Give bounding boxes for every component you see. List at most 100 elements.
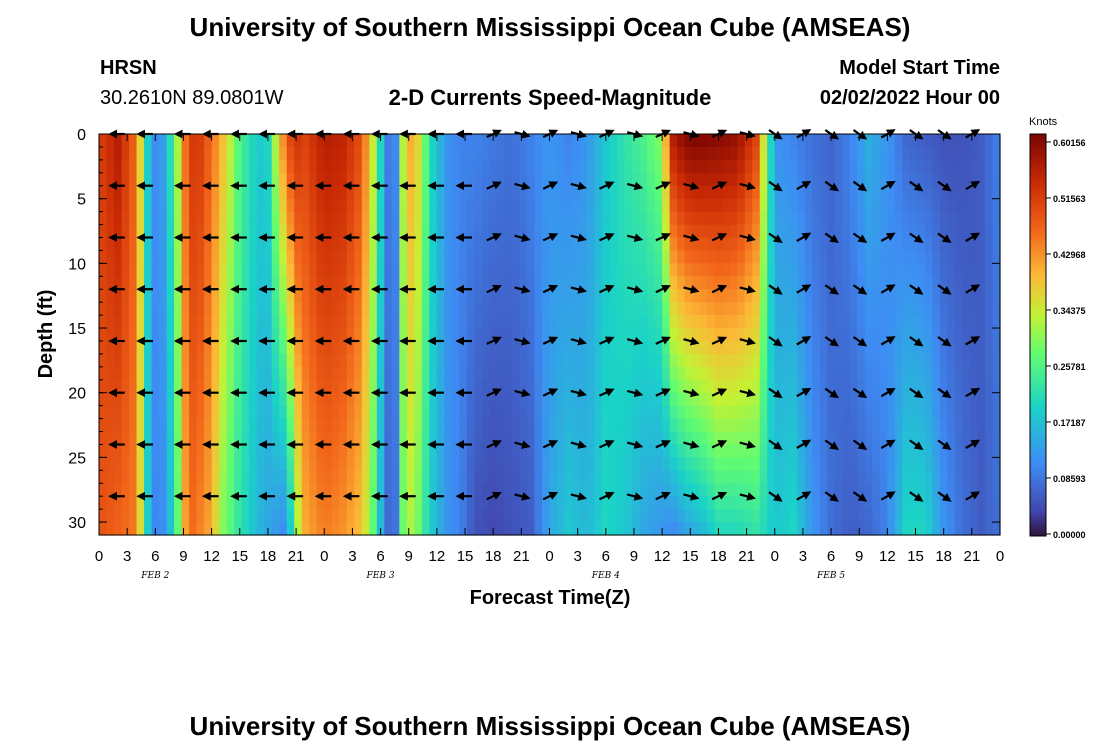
heatmap-cell: [489, 224, 498, 239]
heatmap-cell: [331, 483, 340, 497]
current-vector-arrow: [655, 233, 671, 242]
heatmap-cell: [849, 134, 858, 148]
heatmap-cell: [969, 302, 979, 316]
heatmap-cell: [624, 340, 633, 355]
heatmap-cell: [331, 224, 340, 239]
current-vector-arrow: [880, 387, 896, 398]
heatmap-cell: [924, 328, 934, 342]
heatmap-cell: [917, 366, 926, 381]
heatmap-cell: [684, 470, 693, 484]
heatmap-cell: [129, 211, 138, 226]
heatmap-cell: [196, 483, 205, 497]
heatmap-cell: [602, 185, 611, 200]
heatmap-cell: [572, 509, 581, 523]
heatmap-cell: [669, 237, 678, 252]
heatmap-cell: [504, 353, 513, 368]
heatmap-cell: [804, 185, 813, 200]
heatmap-cell: [827, 172, 836, 187]
heatmap-cell: [624, 353, 633, 368]
heatmap-cell: [729, 315, 738, 329]
heatmap-cell: [707, 392, 716, 407]
heatmap-cell: [264, 263, 273, 277]
heatmap-cell: [797, 224, 806, 239]
heatmap-cell: [774, 134, 783, 148]
heatmap-cell: [954, 405, 964, 420]
heatmap-cell: [692, 211, 701, 226]
heatmap-cell: [984, 134, 994, 148]
heatmap-cell: [549, 496, 558, 510]
heatmap-cell: [572, 276, 581, 290]
heatmap-cell: [421, 302, 430, 316]
heatmap-cell: [924, 340, 934, 355]
heatmap-cell: [594, 276, 603, 290]
heatmap-cell: [609, 522, 618, 536]
heatmap-cell: [324, 134, 333, 148]
heatmap-cell: [909, 159, 919, 174]
heatmap-cell: [707, 185, 716, 200]
heatmap-cell: [354, 289, 363, 303]
heatmap-cell: [617, 340, 626, 355]
heatmap-cell: [369, 211, 378, 226]
x-tick-label: 15: [457, 548, 474, 565]
heatmap-cell: [541, 353, 551, 368]
heatmap-cell: [722, 366, 731, 381]
current-vector-arrow: [626, 181, 644, 191]
heatmap-cell: [549, 224, 558, 239]
heatmap-cell: [496, 146, 506, 161]
heatmap-cell: [819, 185, 828, 200]
heatmap-cell: [346, 522, 355, 536]
heatmap-cell: [219, 509, 228, 523]
heatmap-cell: [226, 444, 235, 458]
heatmap-cell: [557, 250, 566, 264]
heatmap-cell: [331, 134, 340, 148]
heatmap-cell: [737, 379, 746, 394]
heatmap-cell: [557, 379, 566, 394]
heatmap-cell: [572, 185, 581, 200]
heatmap-cell: [684, 353, 693, 368]
heatmap-cell: [729, 302, 738, 316]
heatmap-cell: [361, 418, 370, 433]
heatmap-cell: [902, 172, 911, 187]
heatmap-cell: [744, 172, 753, 187]
heatmap-cell: [421, 263, 430, 277]
heatmap-cell: [534, 340, 543, 355]
heatmap-cell: [894, 405, 903, 420]
heatmap-cell: [159, 315, 168, 329]
heatmap-cell: [909, 250, 919, 264]
heatmap-cell: [714, 353, 723, 368]
heatmap-cell: [849, 496, 858, 510]
heatmap-cell: [526, 250, 536, 264]
heatmap-cell: [369, 198, 378, 213]
heatmap-cell: [939, 340, 949, 355]
heatmap-cell: [587, 379, 596, 394]
heatmap-cell: [752, 211, 761, 226]
heatmap-cell: [219, 134, 228, 148]
heatmap-cell: [444, 237, 453, 252]
heatmap-cell: [782, 470, 791, 484]
heatmap-cell: [496, 431, 506, 446]
heatmap-cell: [632, 328, 641, 342]
heatmap-cell: [744, 522, 753, 536]
heatmap-cell: [549, 405, 558, 420]
heatmap-cell: [496, 159, 506, 174]
heatmap-cell: [684, 250, 693, 264]
heatmap-cell: [977, 198, 986, 213]
heatmap-cell: [391, 483, 400, 497]
heatmap-cell: [114, 185, 123, 200]
heatmap-cell: [474, 496, 483, 510]
current-vector-arrow: [739, 336, 756, 346]
heatmap-cell: [714, 483, 723, 497]
heatmap-cell: [136, 237, 145, 252]
heatmap-cell: [406, 405, 415, 420]
heatmap-cell: [316, 366, 325, 381]
heatmap-cell: [489, 276, 498, 290]
heatmap-cell: [572, 353, 581, 368]
heatmap-cell: [594, 418, 603, 433]
heatmap-cell: [752, 224, 761, 239]
heatmap-cell: [804, 159, 813, 174]
heatmap-cell: [286, 366, 295, 381]
heatmap-cell: [632, 379, 641, 394]
heatmap-cell: [421, 457, 430, 471]
heatmap-cell: [609, 302, 618, 316]
heatmap-cell: [864, 289, 873, 303]
